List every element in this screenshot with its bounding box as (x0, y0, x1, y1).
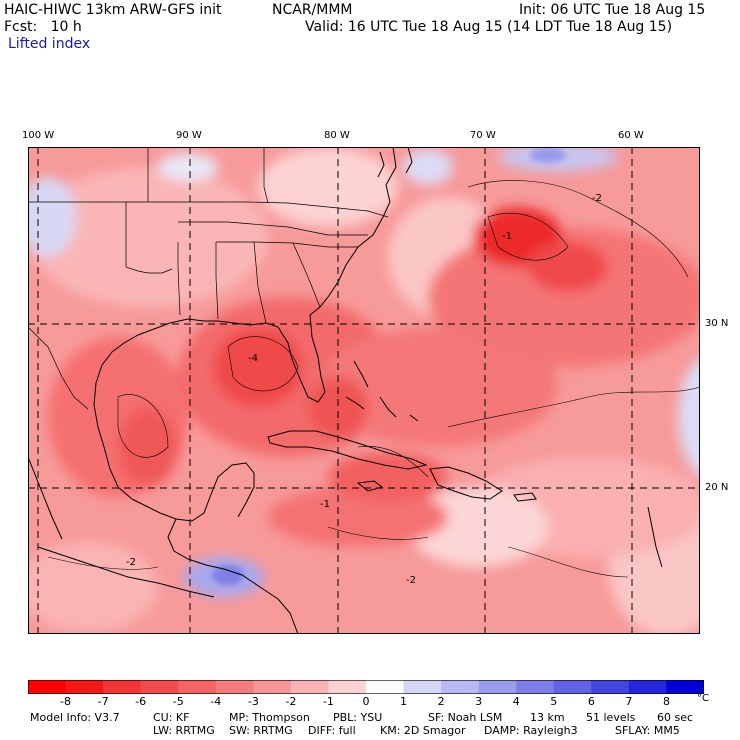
legend-tick-label: 6 (587, 695, 595, 708)
lon-label-90w: 90 W (176, 130, 202, 141)
coastlines (28, 147, 663, 634)
field-shading (28, 147, 700, 634)
model-info-sflay: SFLAY: MM5 (615, 724, 680, 737)
legend-tick-label: 2 (437, 695, 445, 708)
contour-label-group: -2 -4 -1 -2 -2 -1 (126, 193, 602, 586)
legend-tick-label: -7 (97, 695, 109, 708)
contour-label: -4 (248, 353, 258, 364)
map-frame (28, 147, 700, 634)
legend-tick-label: -8 (60, 695, 72, 708)
model-info-km: KM: 2D Smagor (380, 724, 466, 737)
legend-swatch (103, 680, 142, 694)
stable-pockets (212, 147, 566, 585)
legend-swatch (290, 680, 329, 694)
legend-swatch (666, 680, 704, 694)
legend-tick-label: 5 (550, 695, 558, 708)
contour-label: -1 (502, 231, 512, 242)
legend-unit: °C (697, 693, 709, 704)
model-info-sf: SF: Noah LSM (428, 711, 503, 724)
legend-swatch (178, 680, 217, 694)
legend-swatch (628, 680, 667, 694)
legend-swatch (65, 680, 104, 694)
legend-swatch (516, 680, 555, 694)
lifted-index-map: -2 -4 -1 -2 -2 -1 (28, 147, 700, 634)
contour-lines (47, 180, 700, 578)
legend-tick-label: 8 (662, 695, 670, 708)
legend-tick-label: -3 (247, 695, 259, 708)
legend-tick-label: 7 (625, 695, 633, 708)
legend-tick-label: -1 (322, 695, 334, 708)
model-info-lw: LW: RRTMG (153, 724, 215, 737)
color-legend (28, 680, 704, 694)
legend-tick-label: 1 (400, 695, 408, 708)
model-info-cu: CU: KF (153, 711, 190, 724)
contour-label: -2 (406, 575, 416, 586)
legend-swatch (140, 680, 179, 694)
legend-tick-label: 0 (362, 695, 370, 708)
lon-label-80w: 80 W (324, 130, 350, 141)
legend-tick-label: -6 (135, 695, 147, 708)
model-info-damp: DAMP: Rayleigh3 (484, 724, 578, 737)
lat-label-30n: 30 N (705, 318, 729, 329)
lat-label-20n: 20 N (705, 482, 729, 493)
valid-time: Valid: 16 UTC Tue 18 Aug 15 (14 LDT Tue … (305, 19, 673, 35)
legend-swatch (441, 680, 480, 694)
forecast-hour: Fcst: 10 h (4, 19, 82, 35)
legend-swatch (215, 680, 254, 694)
legend-swatch (591, 680, 630, 694)
model-info-pbl: PBL: YSU (333, 711, 383, 724)
legend-swatch (553, 680, 592, 694)
legend-tick-label: 4 (512, 695, 520, 708)
model-info-timestep: 60 sec (657, 711, 694, 724)
lat-lon-grid (28, 147, 700, 634)
model-info-levels: 51 levels (586, 711, 636, 724)
legend-tick-label: -4 (210, 695, 222, 708)
model-info-resolution: 13 km (530, 711, 565, 724)
init-time: Init: 06 UTC Tue 18 Aug 15 (519, 2, 706, 18)
legend-swatch (403, 680, 442, 694)
legend-tick-label: 3 (475, 695, 483, 708)
contour-label: -2 (592, 193, 602, 204)
legend-tick-label: -2 (285, 695, 297, 708)
model-info-sw: SW: RRTMG (229, 724, 293, 737)
legend-swatch (28, 680, 67, 694)
model-title: HAIC-HIWC 13km ARW-GFS init (4, 2, 222, 18)
model-info-diff: DIFF: full (308, 724, 356, 737)
legend-swatch (328, 680, 367, 694)
legend-tick-label: -5 (172, 695, 184, 708)
legend-frame (28, 680, 704, 694)
lon-label-100w: 100 W (22, 130, 55, 141)
organization: NCAR/MMM (272, 2, 353, 18)
model-info-version: Model Info: V3.7 (30, 711, 120, 724)
model-info-mp: MP: Thompson (229, 711, 310, 724)
legend-swatch (253, 680, 292, 694)
contour-label: -2 (126, 557, 136, 568)
lon-label-60w: 60 W (618, 130, 644, 141)
lon-label-70w: 70 W (470, 130, 496, 141)
field-name: Lifted index (8, 36, 91, 52)
map-canvas: -2 -4 -1 -2 -2 -1 (28, 147, 700, 634)
legend-swatch (478, 680, 517, 694)
contour-label: -1 (320, 499, 330, 510)
legend-swatch (366, 680, 405, 694)
